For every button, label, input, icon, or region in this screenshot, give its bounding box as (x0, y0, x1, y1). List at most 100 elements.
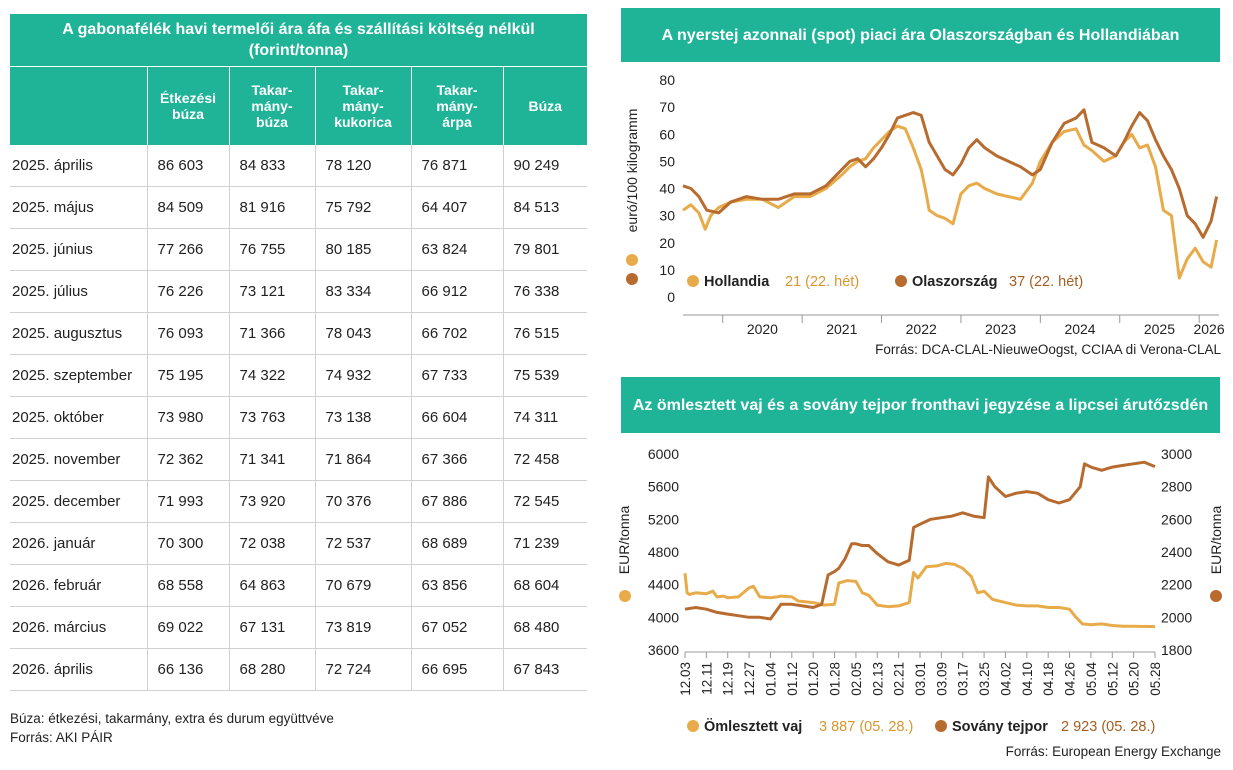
table-cell: 77 266 (146, 228, 229, 271)
chart2-source: Forrás: European Energy Exchange (1005, 744, 1221, 759)
table-header-1: Étkezési búza (146, 66, 229, 145)
series-line-hollandia (682, 124, 1219, 280)
table-row: 2025. szeptember 75 195 74 322 74 932 67 733… (10, 354, 587, 397)
x-tick-label: 2025 (1144, 321, 1175, 334)
table-cell: 73 920 (228, 480, 315, 523)
table-cell: 66 912 (410, 270, 503, 313)
table-source: Forrás: AKI PÁIR (10, 730, 113, 745)
row-label: 2026. április (10, 648, 147, 691)
table-cell: 71 993 (146, 480, 229, 523)
row-label: 2025. szeptember (10, 354, 147, 397)
table-cell: 68 689 (410, 522, 503, 565)
legend-label-hollandia: Hollandia (704, 274, 770, 290)
table-cell: 73 121 (228, 270, 315, 313)
x-tick-label: 01.20 (806, 662, 821, 696)
row-label: 2025. június (10, 228, 147, 271)
legend-dot-hollandia (687, 275, 699, 287)
y-left-axis-label: EUR/tonna (616, 506, 632, 575)
table-cell: 73 138 (314, 396, 411, 439)
x-tick-label: 2026 (1193, 321, 1224, 334)
legend-label-sovany-tejpor: Sovány tejpor (952, 719, 1048, 735)
table-cell: 72 537 (314, 522, 411, 565)
series-line-olaszorszag (682, 108, 1219, 239)
table-cell: 71 239 (502, 522, 587, 565)
x-tick-label: 02.05 (849, 662, 864, 696)
row-label: 2025. augusztus (10, 312, 147, 355)
table-cell: 72 038 (228, 522, 315, 565)
table-row: 2025. július 76 226 73 121 83 334 66 912 76 3… (10, 270, 587, 313)
table-cell: 68 280 (228, 648, 315, 691)
y-tick-label: 70 (659, 99, 675, 115)
y-right-tick-label: 2000 (1161, 609, 1192, 625)
table-cell: 64 863 (228, 564, 315, 607)
row-label: 2025. október (10, 396, 147, 439)
x-tick-label: 02.13 (870, 662, 885, 696)
table-cell: 76 226 (146, 270, 229, 313)
chart1-title: A nyerstej azonnali (spot) piaci ára Ola… (621, 8, 1220, 62)
axis-dot-sovany-tejpor (1210, 590, 1222, 602)
x-tick-label: 01.28 (828, 662, 843, 696)
price-table-panel: A gabonafélék havi termelői ára áfa és s… (10, 14, 587, 691)
table-cell: 67 131 (228, 606, 315, 649)
table-cell: 67 733 (410, 354, 503, 397)
y-tick-label: 80 (659, 72, 675, 88)
table-cell: 68 480 (502, 606, 587, 649)
y-tick-label: 0 (667, 289, 675, 305)
row-label: 2026. január (10, 522, 147, 565)
chart2: 3600 4000 4400 4800 5200 5600 6000 1800 2000 2200… (616, 446, 1224, 735)
table-cell: 74 311 (502, 396, 587, 439)
table-cell: 74 322 (228, 354, 315, 397)
table-cell: 72 545 (502, 480, 587, 523)
table-cell: 76 871 (410, 145, 503, 187)
legend-dot-sovany-tejpor (935, 720, 947, 732)
table-cell: 67 052 (410, 606, 503, 649)
legend-value-hollandia: 21 (22. hét) (785, 274, 859, 290)
legend-dot-hollandia-axis (626, 254, 638, 266)
table-note: Búza: étkezési, takarmány, extra és duru… (10, 711, 334, 726)
x-tick-label: 05.28 (1148, 662, 1163, 696)
table-cell: 66 695 (410, 648, 503, 691)
x-tick-label: 05.20 (1127, 662, 1142, 696)
x-tick-label: 04.10 (1020, 662, 1035, 696)
table-cell: 81 916 (228, 186, 315, 229)
table-cell: 75 792 (314, 186, 411, 229)
x-tick-label: 03.01 (913, 662, 928, 696)
x-tick-label: 02.21 (892, 662, 907, 696)
table-cell: 66 702 (410, 312, 503, 355)
legend-dot-olaszorszag (895, 275, 907, 287)
chart2-title: Az ömlesztett vaj és a sovány tejpor fro… (621, 377, 1220, 433)
table-cell: 70 679 (314, 564, 411, 607)
y-left-tick-label: 3600 (648, 642, 679, 658)
table-cell: 70 300 (146, 522, 229, 565)
x-tick-label: 04.18 (1041, 662, 1056, 696)
x-tick-label: 2022 (906, 321, 937, 334)
table-cell: 69 022 (146, 606, 229, 649)
table-cell: 74 932 (314, 354, 411, 397)
x-tick-label: 03.25 (977, 662, 992, 696)
table-cell: 70 376 (314, 480, 411, 523)
x-tick-label: 12.27 (742, 662, 757, 696)
table-cell: 66 136 (146, 648, 229, 691)
table-cell: 67 886 (410, 480, 503, 523)
table-cell: 75 539 (502, 354, 587, 397)
table-cell: 72 458 (502, 438, 587, 481)
chart1-source: Forrás: DCA-CLAL-NieuweOogst, CCIAA di V… (875, 342, 1221, 357)
axis-dot-omlesztett-vaj (619, 590, 631, 602)
x-tick-label: 2024 (1064, 321, 1095, 334)
table-row: 2026. március 69 022 67 131 73 819 67 052 68 … (10, 606, 587, 649)
table-cell: 72 724 (314, 648, 411, 691)
x-tick-label: 2023 (985, 321, 1016, 334)
x-tick-label: 12.03 (678, 662, 693, 696)
row-label: 2026. március (10, 606, 147, 649)
y-right-tick-label: 2800 (1161, 479, 1192, 495)
table-cell: 84 833 (228, 145, 315, 187)
table-cell: 78 120 (314, 145, 411, 187)
y-left-tick-label: 6000 (648, 446, 679, 462)
table-cell: 71 366 (228, 312, 315, 355)
table-cell: 68 558 (146, 564, 229, 607)
table-cell: 63 856 (410, 564, 503, 607)
chart1: 0 10 20 30 40 50 60 70 80 2020 2021 2022 2023 2024 202… (624, 72, 1225, 334)
y-right-tick-label: 2400 (1161, 544, 1192, 560)
row-label: 2025. december (10, 480, 147, 523)
table-header-5: Búza (502, 66, 587, 145)
